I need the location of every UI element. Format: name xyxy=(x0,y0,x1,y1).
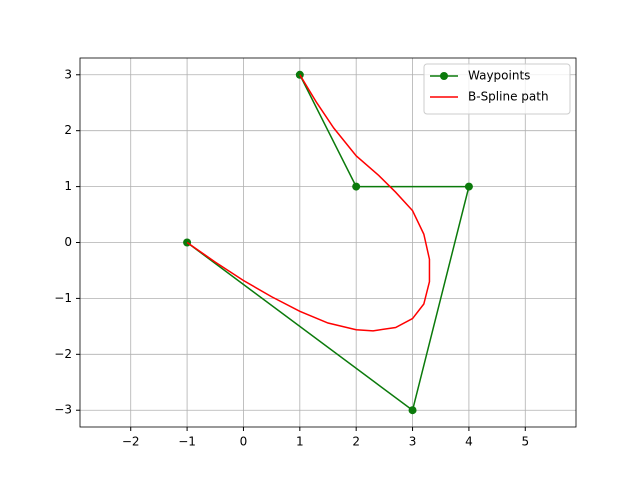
y-tick-label: 3 xyxy=(64,67,72,81)
series-line xyxy=(186,74,431,332)
y-tick-label: 1 xyxy=(64,179,72,193)
y-tick-label: −1 xyxy=(54,291,72,305)
legend-box xyxy=(423,63,571,115)
legend-label: Waypoints xyxy=(468,69,530,83)
x-tick-label: 5 xyxy=(521,435,529,449)
x-tick-label: 2 xyxy=(352,435,360,449)
x-tick-label: −2 xyxy=(122,435,140,449)
x-tick-label: 4 xyxy=(465,435,473,449)
axes-frame xyxy=(79,57,577,428)
waypoint-marker xyxy=(352,182,361,191)
x-tick-label: −1 xyxy=(178,435,196,449)
waypoint-marker xyxy=(408,406,417,415)
y-tick-label: 2 xyxy=(64,123,72,137)
y-tick-label: −3 xyxy=(54,403,72,417)
y-tick-label: −2 xyxy=(54,347,72,361)
waypoint-marker xyxy=(464,182,473,191)
legend-label: B-Spline path xyxy=(468,90,549,104)
x-tick-label: 3 xyxy=(409,435,417,449)
x-tick-label: 0 xyxy=(240,435,248,449)
x-tick-label: 1 xyxy=(296,435,304,449)
y-tick-label: 0 xyxy=(64,235,72,249)
legend-marker xyxy=(440,72,448,80)
